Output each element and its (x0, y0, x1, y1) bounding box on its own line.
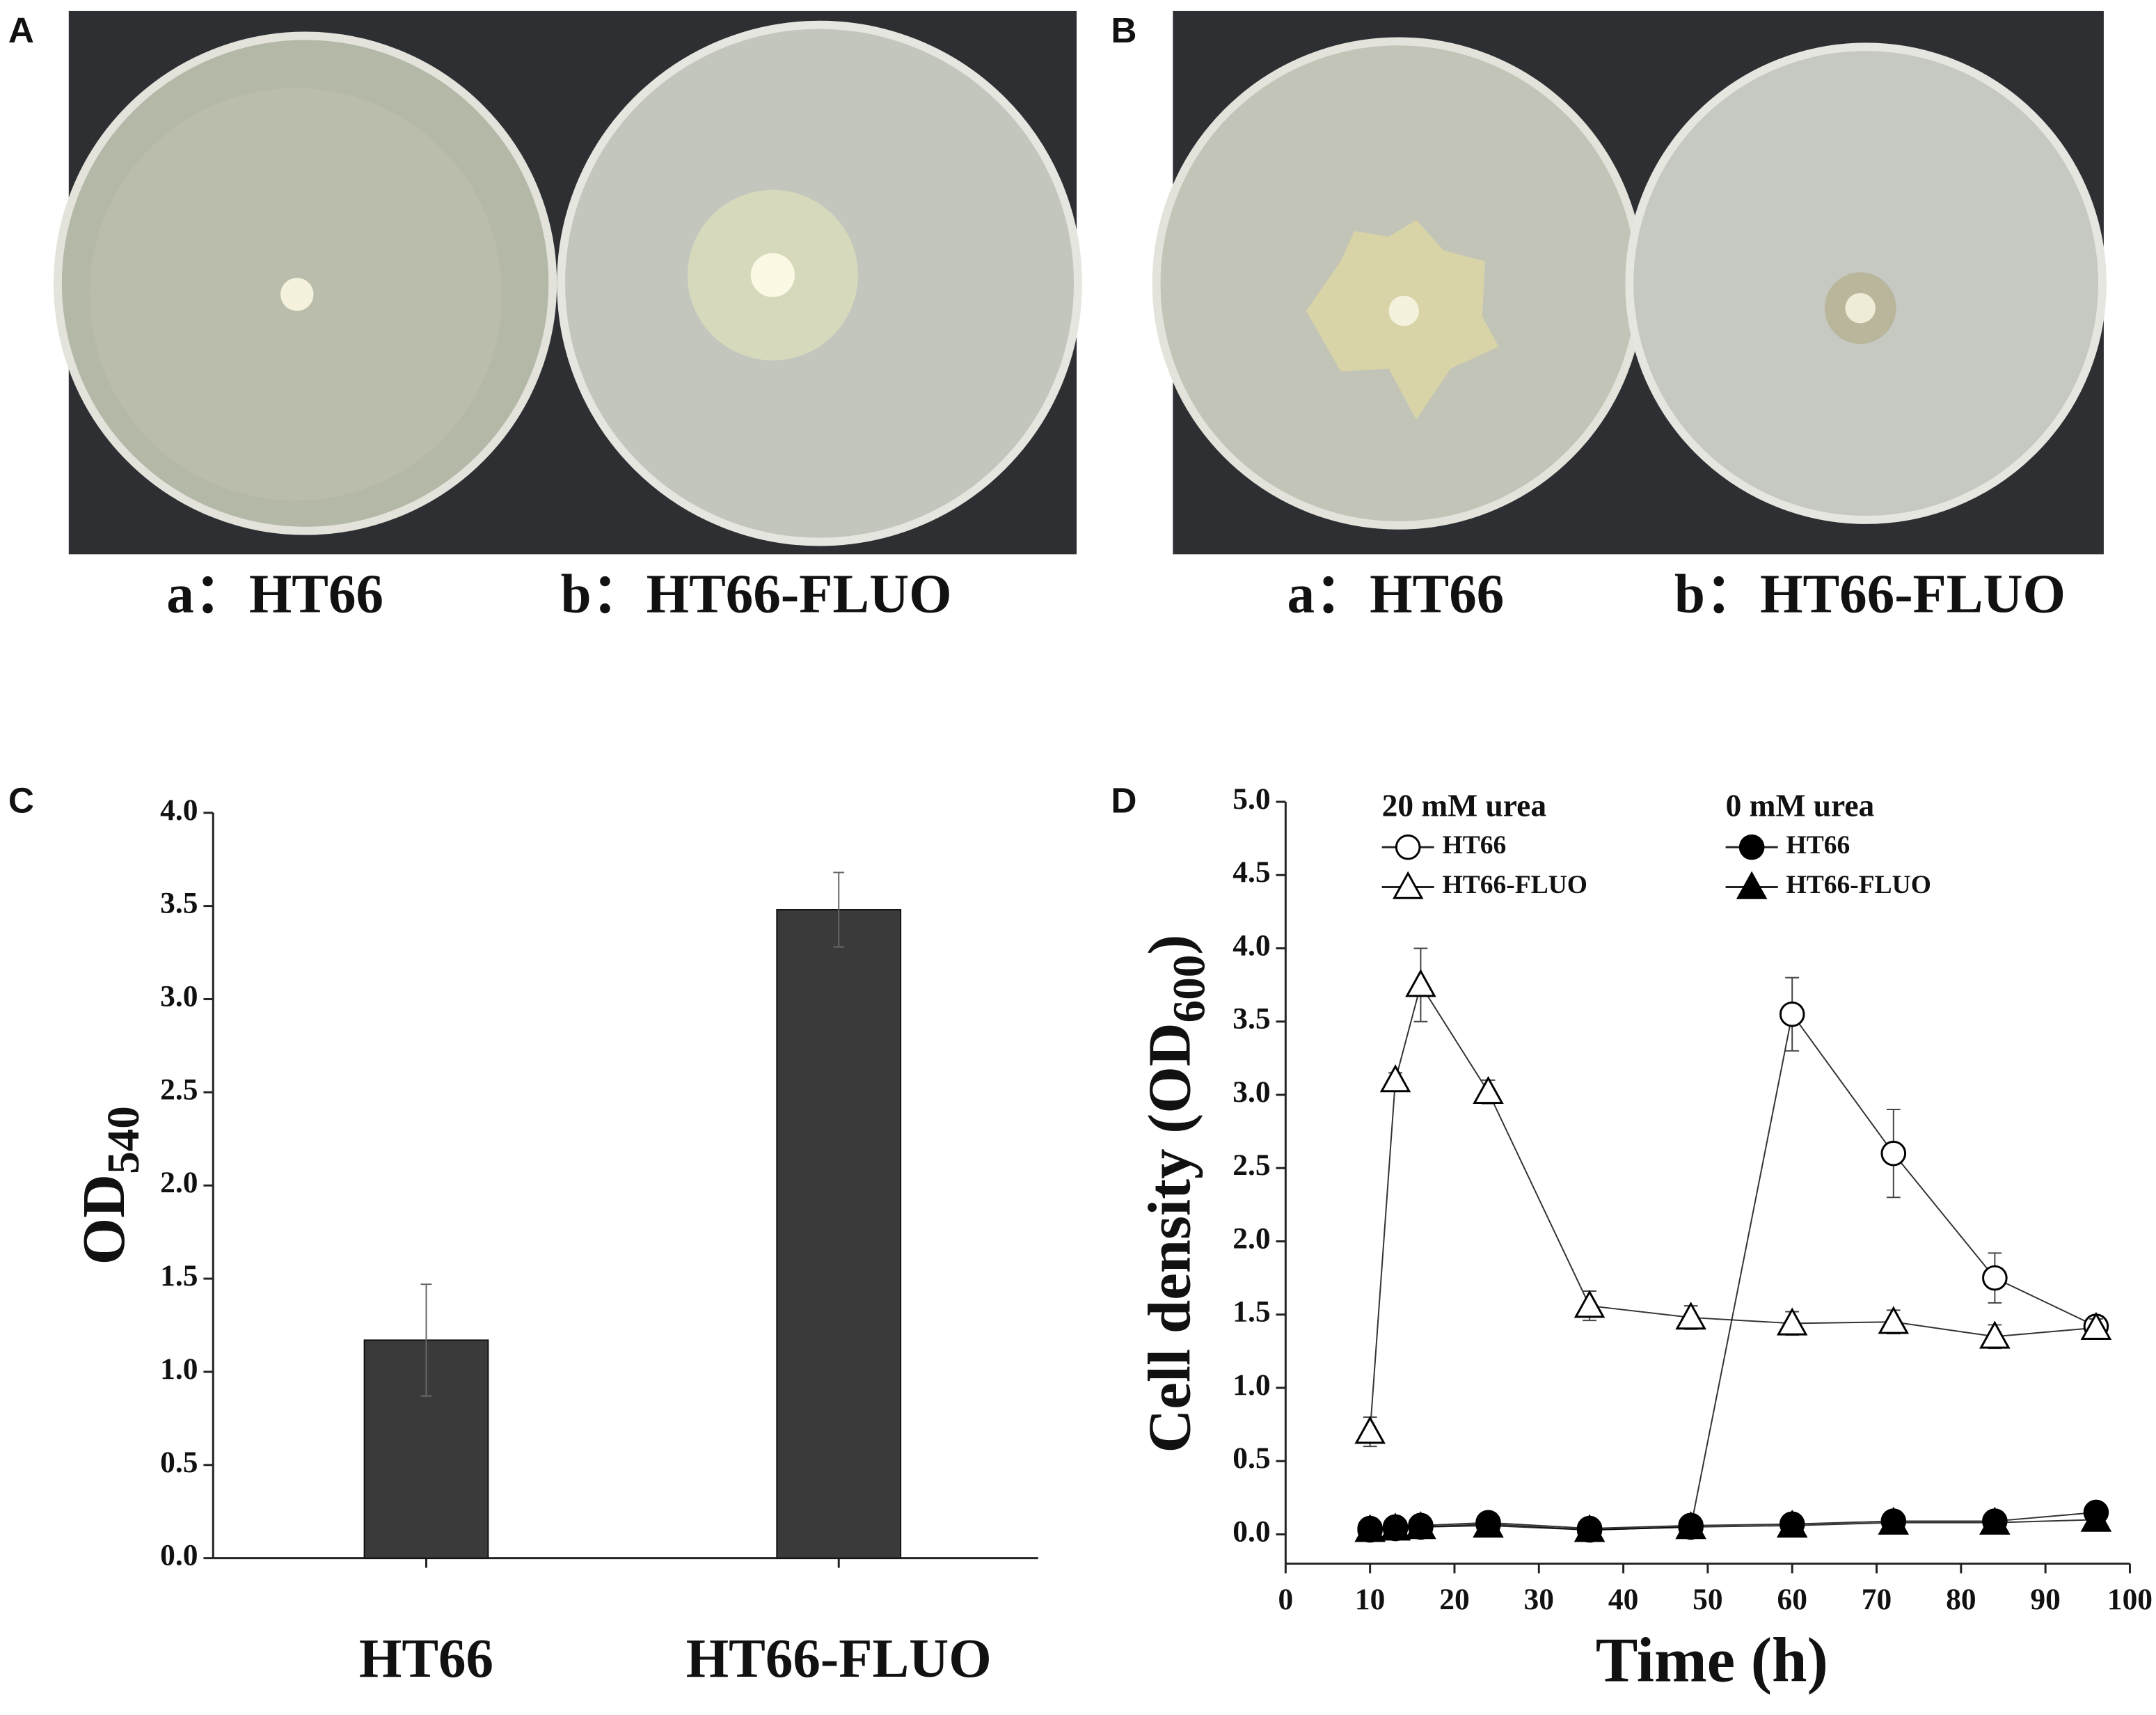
marker (1405, 969, 1436, 997)
legend-label: HT66-FLUO (1443, 871, 1587, 899)
x-tick-label: 100 (2107, 1583, 2153, 1616)
y-tick-label: 1.0 (160, 1352, 198, 1386)
marker (1395, 834, 1421, 860)
y-axis-label: Cell density (OD600) (1136, 935, 1214, 1453)
marker (1379, 1064, 1411, 1093)
x-tick-label: 50 (1693, 1583, 1722, 1616)
colony (750, 253, 795, 297)
marker (1473, 1075, 1504, 1105)
series-line (1369, 983, 2097, 1432)
error-bar (833, 871, 845, 948)
panel-label: C (8, 781, 34, 821)
marker (1736, 871, 1768, 899)
x-tick-label: 10 (1355, 1583, 1385, 1616)
x-tick-label: 80 (1946, 1583, 1976, 1616)
legend-label: HT66 (1786, 831, 1850, 860)
photo-caption: b：HT66-FLUO (561, 564, 952, 625)
y-label-subscript: 540 (99, 1106, 149, 1174)
marker (1878, 1306, 1910, 1334)
photo-a (54, 10, 1082, 555)
marker (1979, 1320, 2011, 1349)
marker (1675, 1511, 1706, 1540)
x-tick-label: 60 (1777, 1583, 1807, 1616)
y-tick-label: 3.0 (160, 979, 198, 1013)
marker (1574, 1290, 1606, 1318)
bar (776, 909, 902, 1559)
marker (1354, 1514, 1386, 1542)
marker (1880, 1140, 1907, 1167)
y-label-text: Cell density (OD (1136, 1022, 1203, 1453)
x-tick-label: 20 (1439, 1583, 1469, 1616)
photo-b (1152, 10, 2107, 555)
marker (1675, 1302, 1706, 1330)
y-tick-label: 5.0 (1232, 782, 1270, 816)
colony (280, 278, 314, 311)
x-tick-label: 70 (1862, 1583, 1892, 1616)
x-axis-label: Time (h) (1596, 1625, 1828, 1696)
marker (1776, 1510, 1808, 1538)
marker (1779, 1001, 1805, 1027)
y-tick-label: 0.0 (1232, 1515, 1270, 1548)
marker (1392, 871, 1424, 899)
marker (2080, 1503, 2112, 1532)
marker (1405, 1511, 1436, 1540)
photo-caption: a：HT66 (1287, 564, 1505, 625)
legend-title: 0 mM urea (1726, 788, 1875, 823)
marker (1354, 1416, 1386, 1444)
x-tick-label: 40 (1608, 1583, 1638, 1616)
marker (1979, 1506, 2011, 1535)
y-tick-label: 4.0 (1232, 928, 1270, 962)
marker (1574, 1514, 1606, 1542)
y-tick-label: 0.5 (160, 1446, 198, 1479)
legend-title: 20 mM urea (1382, 788, 1547, 823)
marker (1878, 1506, 1910, 1535)
marker (1982, 1265, 2008, 1291)
colony (1845, 292, 1876, 324)
legend-label: HT66 (1443, 831, 1507, 860)
y-tick-label: 3.5 (160, 887, 198, 920)
legend-label: HT66-FLUO (1786, 871, 1931, 899)
panel-label: A (8, 10, 34, 50)
x-tick-label: HT66 (359, 1629, 493, 1689)
y-tick-label: 4.0 (160, 793, 198, 827)
photo-caption: b：HT66-FLUO (1674, 564, 2066, 625)
y-label-text: OD (70, 1174, 137, 1265)
y-tick-label: 2.0 (160, 1166, 198, 1199)
x-tick-label: 0 (1278, 1583, 1293, 1616)
panel-label: B (1111, 10, 1136, 50)
y-tick-label: 0.0 (160, 1539, 198, 1572)
marker (1473, 1510, 1504, 1538)
y-label-subscript: 600 (1164, 955, 1214, 1023)
y-tick-label: 1.5 (1232, 1295, 1270, 1329)
marker (1379, 1512, 1411, 1541)
marker (2080, 1311, 2112, 1340)
y-axis-label: OD540 (70, 1106, 149, 1265)
y-tick-label: 2.5 (1232, 1148, 1270, 1182)
y-tick-label: 1.5 (160, 1259, 198, 1293)
x-tick-label: HT66-FLUO (686, 1629, 992, 1689)
x-tick-label: 30 (1524, 1583, 1554, 1616)
marker (1738, 834, 1765, 860)
y-tick-label: 3.5 (1232, 1002, 1270, 1036)
y-tick-label: 3.0 (1232, 1075, 1270, 1109)
x-tick-label: 90 (2030, 1583, 2060, 1616)
y-tick-label: 1.0 (1232, 1368, 1270, 1402)
marker (1776, 1307, 1808, 1336)
y-tick-label: 2.5 (160, 1073, 198, 1106)
colony (1388, 295, 1419, 326)
y-tick-label: 2.0 (1232, 1222, 1270, 1255)
y-tick-label: 4.5 (1232, 855, 1270, 889)
photo-caption: a：HT66 (166, 564, 383, 625)
y-tick-label: 0.5 (1232, 1441, 1270, 1475)
panel-label: D (1111, 781, 1136, 821)
y-label-end: ) (1136, 935, 1203, 955)
error-bar (420, 1283, 432, 1397)
